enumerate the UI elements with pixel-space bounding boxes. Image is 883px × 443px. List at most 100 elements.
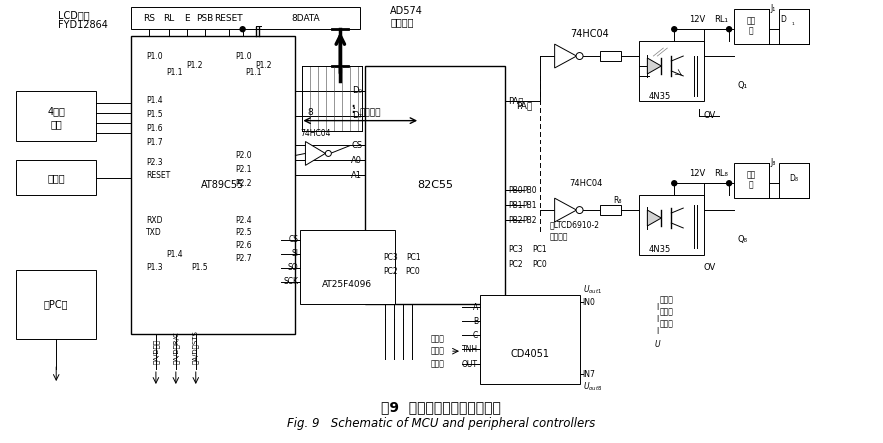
Text: 数据总线: 数据总线	[359, 108, 381, 117]
Text: TNH: TNH	[462, 345, 478, 354]
Text: SCK: SCK	[283, 277, 298, 286]
Text: 去LTCD6910-2: 去LTCD6910-2	[549, 221, 600, 229]
Text: PC1: PC1	[532, 245, 547, 254]
Text: FYD12864: FYD12864	[58, 20, 108, 30]
Text: AD574: AD574	[390, 6, 423, 16]
Text: 去A/D的R/C: 去A/D的R/C	[172, 331, 179, 364]
Polygon shape	[306, 141, 325, 165]
Circle shape	[576, 53, 583, 59]
Bar	[734, 163, 769, 198]
Text: P2.2: P2.2	[236, 179, 253, 188]
Text: 看门狗: 看门狗	[48, 173, 65, 183]
Text: RESET: RESET	[146, 171, 170, 180]
Text: IN0: IN0	[583, 298, 595, 307]
Text: 器: 器	[749, 181, 753, 190]
Text: Q₁: Q₁	[737, 82, 747, 90]
Polygon shape	[647, 210, 661, 226]
Text: P2.6: P2.6	[236, 241, 253, 250]
Text: Fig. 9   Schematic of MCU and peripheral controllers: Fig. 9 Schematic of MCU and peripheral c…	[287, 417, 595, 430]
Bar	[17, 91, 96, 140]
Text: 12V: 12V	[689, 169, 706, 178]
Polygon shape	[555, 44, 577, 68]
Text: .: .	[351, 99, 356, 117]
Text: D₇: D₇	[352, 111, 362, 120]
Text: 74HC04: 74HC04	[570, 29, 609, 39]
Text: I: I	[656, 315, 659, 324]
Text: CS̄: CS̄	[351, 141, 362, 150]
Text: PA口: PA口	[508, 96, 523, 105]
Text: RXD: RXD	[146, 215, 162, 225]
Text: 去A/D的STS: 去A/D的STS	[192, 330, 199, 364]
Text: IN7: IN7	[583, 369, 595, 378]
Text: PC0: PC0	[405, 267, 420, 276]
Text: A1: A1	[351, 171, 362, 180]
Bar	[17, 160, 96, 195]
Text: 大输出: 大输出	[660, 320, 673, 329]
Text: RL: RL	[163, 14, 175, 23]
Text: PC3: PC3	[383, 253, 397, 262]
Circle shape	[727, 181, 732, 186]
Text: A: A	[472, 303, 478, 312]
Circle shape	[240, 27, 245, 32]
Polygon shape	[647, 58, 661, 74]
Text: 去A/D片选: 去A/D片选	[153, 339, 159, 364]
Text: .: .	[351, 93, 356, 111]
Circle shape	[672, 181, 676, 186]
Text: P1.4: P1.4	[166, 250, 183, 259]
Text: PC1: PC1	[406, 253, 420, 262]
Bar	[734, 9, 769, 44]
Text: PC3: PC3	[508, 245, 523, 254]
Text: J₁: J₁	[770, 4, 775, 13]
Text: PSB: PSB	[196, 14, 214, 23]
Text: 8DATA: 8DATA	[291, 14, 320, 23]
Text: P2.4: P2.4	[236, 215, 253, 225]
Text: C: C	[472, 331, 478, 340]
Text: PC2: PC2	[383, 267, 397, 276]
Bar	[779, 163, 809, 198]
Text: P2.7: P2.7	[236, 254, 253, 263]
Text: R₈: R₈	[613, 196, 622, 205]
Text: P1.0: P1.0	[236, 51, 253, 61]
Circle shape	[325, 151, 331, 156]
Bar	[779, 9, 809, 44]
Text: P2.5: P2.5	[236, 229, 253, 237]
Text: PB1: PB1	[523, 201, 537, 210]
Text: I: I	[656, 303, 659, 312]
Text: PB2: PB2	[508, 215, 522, 225]
Text: 4按键: 4按键	[48, 106, 65, 116]
Bar	[479, 295, 579, 384]
Text: P1.6: P1.6	[146, 124, 162, 133]
Text: PC2: PC2	[508, 260, 523, 269]
Text: PB0: PB0	[523, 186, 538, 194]
Text: SO: SO	[288, 263, 298, 272]
Text: J₈: J₈	[770, 158, 775, 167]
Bar	[639, 41, 704, 101]
Text: D₈: D₈	[789, 174, 798, 183]
Text: PB2: PB2	[523, 215, 537, 225]
Text: LCD接口: LCD接口	[58, 10, 90, 20]
Text: 器: 器	[749, 27, 753, 36]
Circle shape	[576, 206, 583, 214]
Text: 器输入: 器输入	[431, 360, 445, 369]
Text: .: .	[351, 98, 356, 112]
Text: $U_{out8}$: $U_{out8}$	[583, 381, 602, 393]
Text: CD4051: CD4051	[510, 349, 549, 359]
Text: SI: SI	[291, 249, 298, 258]
Text: RL₁: RL₁	[714, 15, 728, 24]
Text: P2.0: P2.0	[236, 151, 253, 160]
Text: 去可编: 去可编	[431, 335, 445, 344]
Bar	[131, 8, 360, 29]
Text: 增益控制: 增益控制	[549, 233, 568, 241]
Text: 继电: 继电	[746, 17, 756, 26]
Text: D: D	[780, 15, 786, 24]
Text: P1.4: P1.4	[146, 96, 162, 105]
Bar	[17, 270, 96, 339]
Text: ₁: ₁	[792, 20, 795, 26]
Text: 8: 8	[307, 108, 313, 117]
Text: $U_{out1}$: $U_{out1}$	[583, 284, 601, 296]
Text: E: E	[184, 14, 190, 23]
Text: 4N35: 4N35	[648, 92, 670, 101]
Polygon shape	[555, 198, 577, 222]
Text: 82C55: 82C55	[417, 180, 453, 190]
Text: AT89C55: AT89C55	[201, 180, 245, 190]
